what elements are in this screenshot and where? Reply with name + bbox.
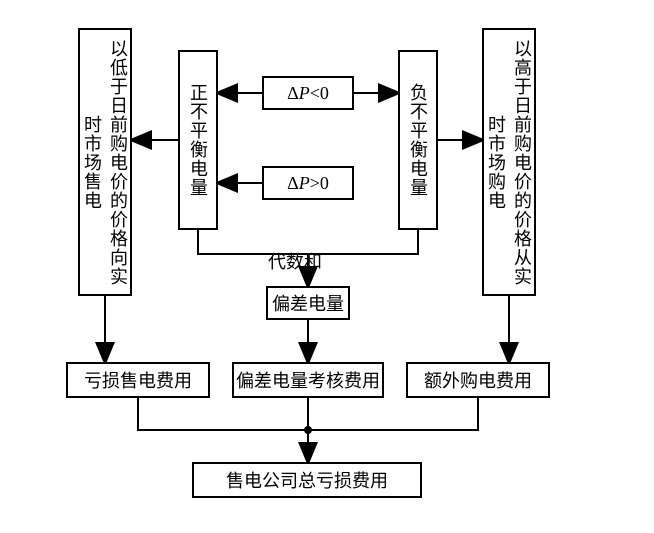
text: 代数和 bbox=[268, 252, 322, 272]
node-total-loss: 售电公司总亏损费用 bbox=[192, 462, 422, 498]
text: 以高于日前购电价的价格从实时市场购电 bbox=[483, 30, 535, 294]
node-dp-lt-0: ΔP<0 bbox=[262, 76, 354, 110]
node-positive-imbalance: 正不平衡电量 bbox=[178, 50, 218, 230]
node-negative-imbalance: 负不平衡电量 bbox=[398, 50, 438, 230]
text: 负不平衡电量 bbox=[405, 83, 431, 197]
node-deviation-fee: 偏差电量考核费用 bbox=[232, 362, 384, 398]
node-left-tall: 以低于日前购电价的价格向实时市场售电 bbox=[78, 28, 132, 296]
node-right-tall: 以高于日前购电价的价格从实时市场购电 bbox=[482, 28, 536, 296]
text: 售电公司总亏损费用 bbox=[226, 467, 388, 493]
node-extra-fee: 额外购电费用 bbox=[406, 362, 550, 398]
label-algebraic-sum: 代数和 bbox=[268, 248, 322, 274]
text: ΔP>0 bbox=[287, 173, 329, 194]
text: 偏差电量 bbox=[272, 290, 344, 316]
node-loss-fee: 亏损售电费用 bbox=[66, 362, 210, 398]
text: ΔP<0 bbox=[287, 83, 329, 104]
text: 偏差电量考核费用 bbox=[236, 367, 380, 393]
text: 以低于日前购电价的价格向实时市场售电 bbox=[79, 30, 131, 294]
text: 亏损售电费用 bbox=[84, 367, 192, 393]
node-deviation-qty: 偏差电量 bbox=[266, 286, 350, 320]
text: 额外购电费用 bbox=[424, 367, 532, 393]
node-dp-gt-0: ΔP>0 bbox=[262, 166, 354, 200]
text: 正不平衡电量 bbox=[185, 83, 211, 197]
